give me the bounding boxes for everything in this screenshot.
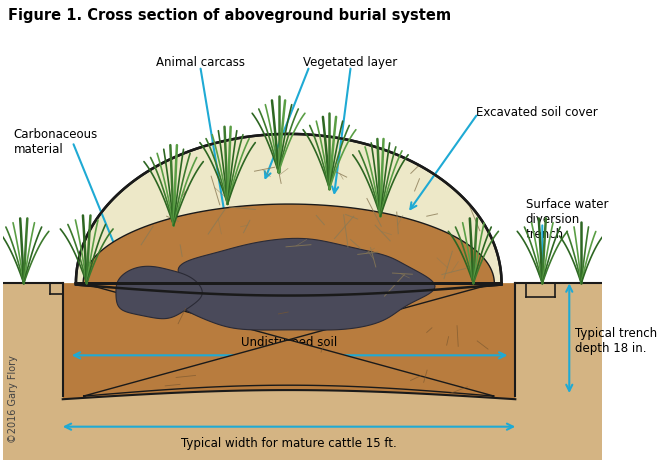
- Polygon shape: [3, 283, 602, 460]
- Text: Figure 1. Cross section of aboveground burial system: Figure 1. Cross section of aboveground b…: [7, 8, 451, 23]
- Polygon shape: [83, 204, 495, 396]
- Text: Excavated soil cover: Excavated soil cover: [476, 106, 598, 119]
- Text: Typical trench
depth 18 in.: Typical trench depth 18 in.: [575, 327, 657, 355]
- Text: Vegetated layer: Vegetated layer: [303, 56, 398, 69]
- Polygon shape: [178, 238, 435, 330]
- Polygon shape: [62, 283, 515, 399]
- Polygon shape: [76, 134, 501, 295]
- Text: Typical width for mature cattle 15 ft.: Typical width for mature cattle 15 ft.: [181, 437, 396, 450]
- Polygon shape: [116, 266, 203, 319]
- Text: ©2016 Gary Flory: ©2016 Gary Flory: [7, 355, 17, 443]
- Text: Undisturbed soil: Undisturbed soil: [240, 336, 337, 349]
- Text: Animal carcass: Animal carcass: [156, 56, 245, 69]
- Text: Surface water
diversion
trench: Surface water diversion trench: [525, 198, 608, 241]
- Text: Carbonaceous
material: Carbonaceous material: [13, 128, 98, 156]
